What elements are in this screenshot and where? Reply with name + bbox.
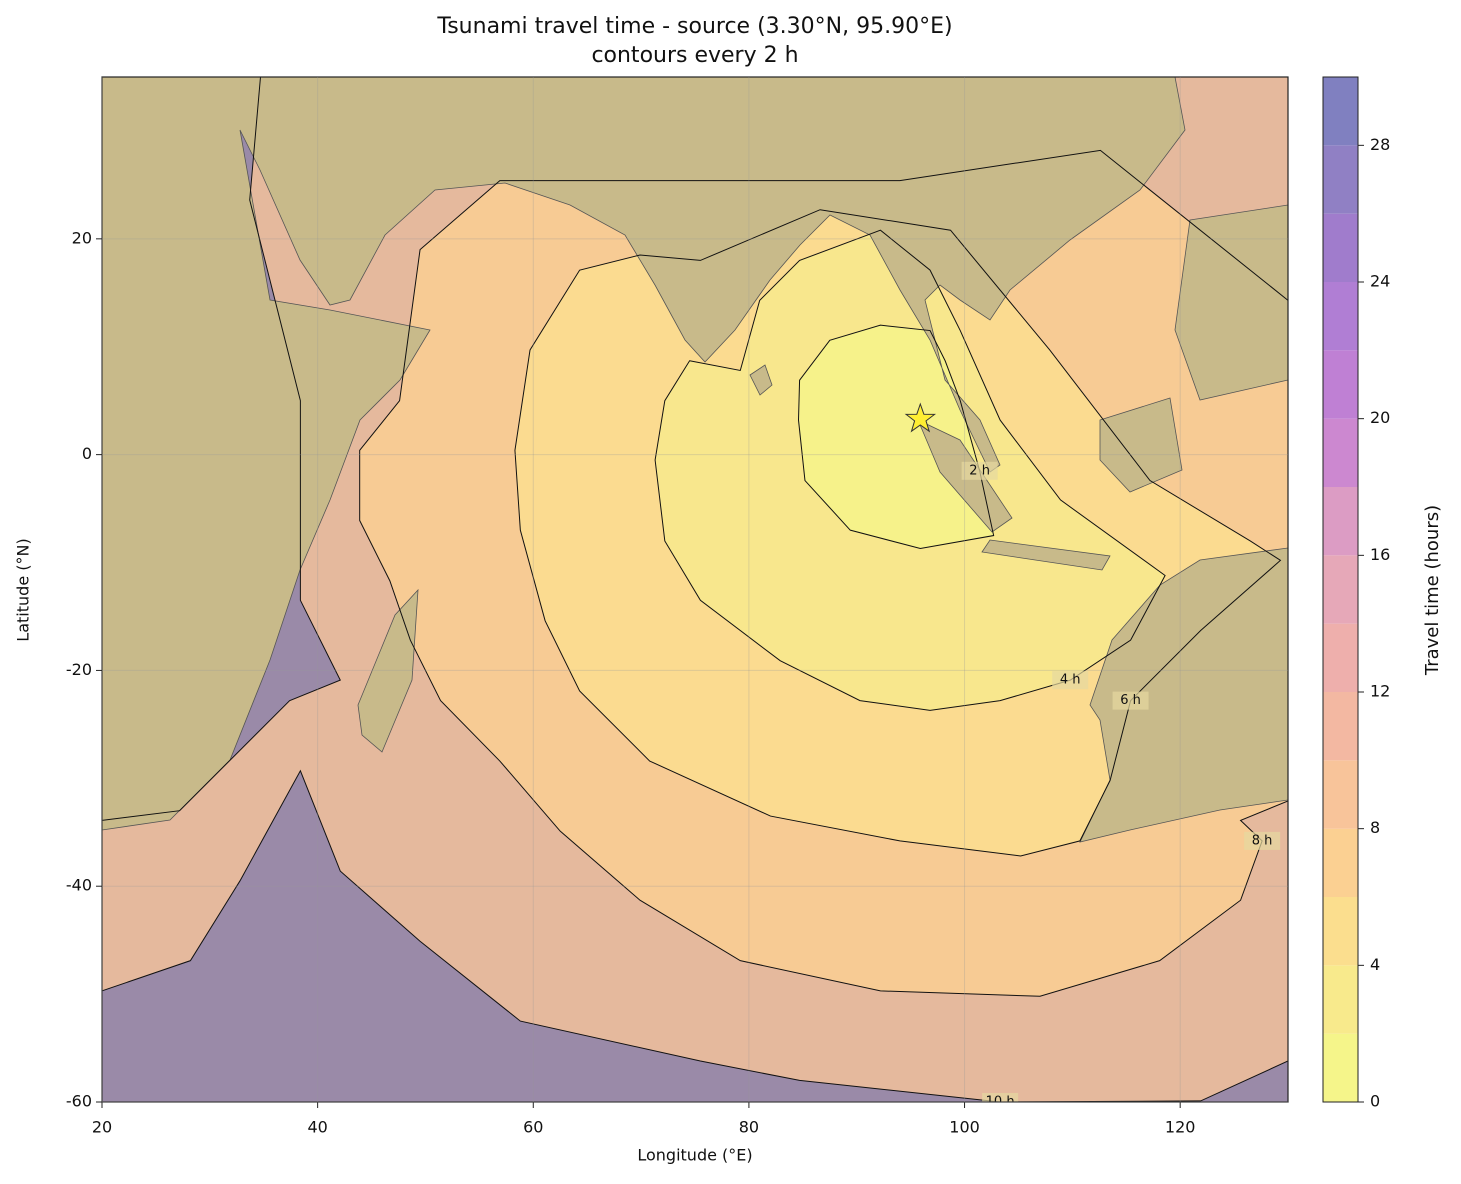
colorbar-tick-label: 4 (1370, 955, 1380, 974)
y-tick-label: -60 (66, 1092, 92, 1111)
plot-frame (101, 76, 1289, 1103)
x-tick-label: 60 (523, 1118, 543, 1137)
contour-label-bg (1112, 691, 1149, 710)
land (1099, 397, 1183, 493)
land (749, 364, 773, 396)
contour-line (359, 149, 1288, 997)
x-tick-label: 120 (1165, 1118, 1196, 1137)
land (981, 539, 1111, 571)
contour-line (654, 229, 1166, 711)
colorbar-band (1323, 623, 1358, 692)
contour-label: 8 h (1252, 833, 1273, 848)
colorbar-band (1323, 145, 1358, 214)
y-tick-label: -40 (66, 876, 92, 895)
colorbar-frame (1322, 76, 1359, 1103)
colorbar-band (1323, 555, 1358, 624)
y-tick-label: -20 (66, 660, 92, 679)
x-axis-label: Longitude (°E) (637, 1146, 752, 1165)
colorbar-band (1323, 282, 1358, 351)
colorbar-tick-label: 8 (1370, 818, 1380, 837)
x-tick-label: 100 (949, 1118, 980, 1137)
contour-line (514, 209, 1282, 857)
source-star (904, 402, 937, 433)
contour-label-bg (1244, 831, 1281, 850)
colorbar-tick-label: 24 (1370, 272, 1390, 291)
colorbar-band (1323, 487, 1358, 556)
contour-band (798, 325, 994, 549)
contour-label: 2 h (969, 463, 990, 478)
contour-label: 6 h (1120, 693, 1141, 708)
contour-label-bg (961, 461, 998, 480)
chart-title: Tsunami travel time - source (3.30°N, 95… (436, 14, 952, 39)
colorbar-band (1323, 760, 1358, 829)
colorbar-tick-label: 28 (1370, 135, 1390, 154)
colorbar-band (1323, 897, 1358, 966)
colorbar-band (1323, 692, 1358, 761)
colorbar-label: Travel time (hours) (1422, 505, 1443, 676)
colorbar-band (1323, 213, 1358, 282)
colorbar-band (1323, 965, 1358, 1034)
colorbar-band (1323, 350, 1358, 419)
contour-label-bg (982, 1093, 1019, 1102)
chart-subtitle: contours every 2 h (591, 43, 798, 68)
land-layer (102, 77, 1288, 843)
land (102, 77, 1186, 831)
colorbar-band (1323, 77, 1358, 146)
y-axis-label: Latitude (°N) (14, 538, 33, 641)
colorbar-tick-label: 20 (1370, 408, 1390, 427)
land (357, 588, 419, 753)
colorbar-band (1323, 828, 1358, 897)
colorbar-tick-label: 12 (1370, 682, 1390, 701)
contour-label: 10 h (986, 1095, 1015, 1110)
contour-label-bg (1052, 671, 1089, 690)
land (1079, 547, 1288, 843)
contour-label: 4 h (1060, 673, 1081, 688)
colorbar-band (1323, 418, 1358, 487)
colorbar-band (1323, 1033, 1358, 1102)
colorbar-tick-label: 0 (1370, 1092, 1380, 1111)
x-tick-label: 80 (739, 1118, 759, 1137)
land (1174, 204, 1288, 401)
y-tick-label: 0 (82, 444, 92, 463)
x-tick-label: 20 (92, 1118, 112, 1137)
x-tick-label: 40 (307, 1118, 327, 1137)
colorbar-tick-label: 16 (1370, 545, 1390, 564)
y-tick-label: 20 (72, 228, 92, 247)
